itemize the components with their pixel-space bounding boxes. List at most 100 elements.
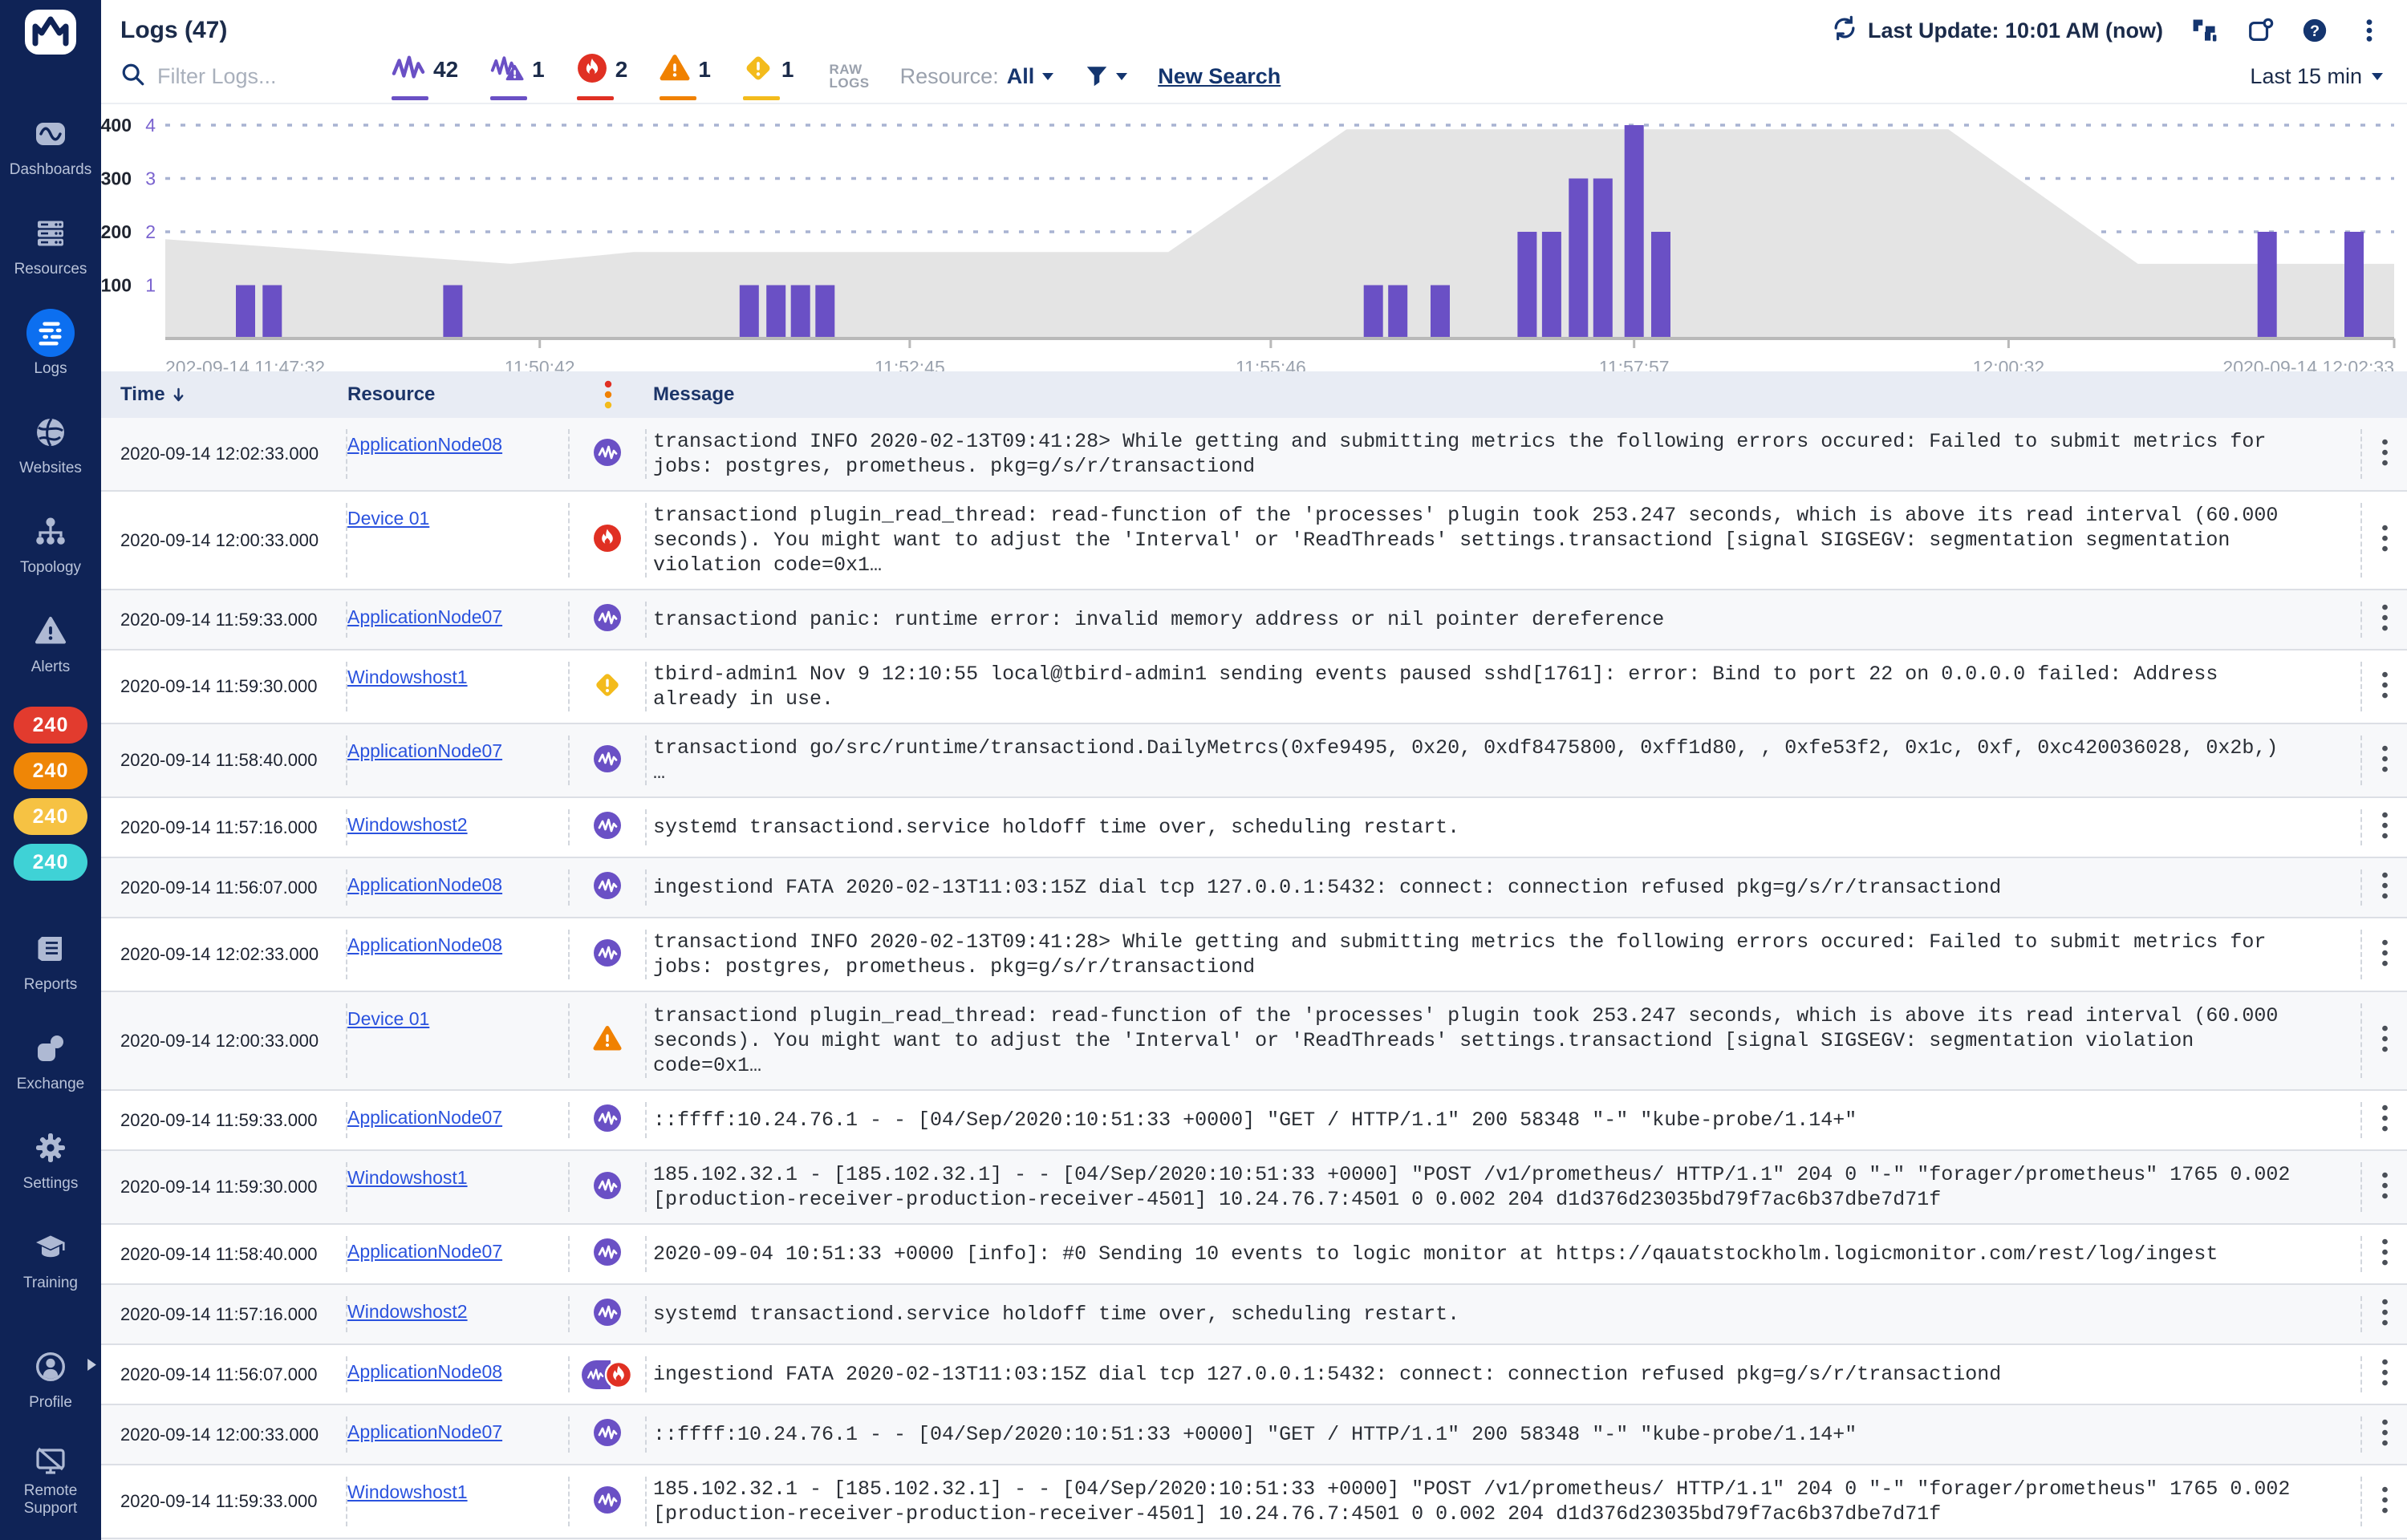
row-menu-button[interactable] bbox=[2380, 436, 2390, 472]
filter-anomaly[interactable]: 42 bbox=[392, 53, 458, 100]
log-row[interactable]: 2020-09-14 12:00:33.000 Device 01 transa… bbox=[101, 492, 2407, 590]
row-menu-button[interactable] bbox=[2380, 669, 2390, 705]
resource-link[interactable]: Windowshost1 bbox=[347, 667, 468, 687]
sidebar-item-reports[interactable]: Reports bbox=[0, 923, 101, 1000]
chevron-down-icon bbox=[1116, 72, 1128, 80]
log-row[interactable]: 2020-09-14 11:58:40.000 ApplicationNode0… bbox=[101, 1225, 2407, 1285]
resource-link[interactable]: Windowshost1 bbox=[347, 1167, 468, 1188]
resource-link[interactable]: ApplicationNode07 bbox=[347, 740, 503, 761]
help-icon[interactable]: ? bbox=[2301, 17, 2328, 44]
severity-anomaly-icon bbox=[594, 1238, 621, 1266]
alert-count-badge[interactable]: 240 bbox=[14, 844, 87, 881]
log-row[interactable]: 2020-09-14 11:59:33.000 ApplicationNode0… bbox=[101, 1091, 2407, 1151]
column-header-message[interactable]: Message bbox=[653, 383, 735, 405]
log-row[interactable]: 2020-09-14 12:02:33.000 ApplicationNode0… bbox=[101, 918, 2407, 992]
resource-link[interactable]: ApplicationNode08 bbox=[347, 934, 503, 955]
log-row[interactable]: 2020-09-14 11:59:30.000 Windowshost1 tbi… bbox=[101, 650, 2407, 724]
resource-link[interactable]: ApplicationNode07 bbox=[347, 606, 503, 627]
log-row[interactable]: 2020-09-14 11:59:30.000 Windowshost1 185… bbox=[101, 1151, 2407, 1225]
chart-canvas[interactable]: 100 1 200 2 300 3 400 4 202-09-14 11:47:32 11:50:… bbox=[101, 104, 2407, 371]
filter-funnel-dropdown[interactable] bbox=[1084, 63, 1128, 89]
row-menu-button[interactable] bbox=[2380, 1484, 2390, 1520]
log-volume-chart[interactable]: 100 1 200 2 300 3 400 4 202-09-14 11:47:32 11:50:… bbox=[101, 104, 2407, 371]
resource-link[interactable]: ApplicationNode08 bbox=[347, 1361, 503, 1382]
sidebar-item-resources[interactable]: Resources bbox=[0, 208, 101, 285]
sidebar-item-logs[interactable]: Logs bbox=[0, 307, 101, 384]
severity-filter-column-header[interactable] bbox=[570, 379, 647, 410]
row-menu-button[interactable] bbox=[2380, 522, 2390, 558]
raw-logs-toggle[interactable]: RAW LOGS bbox=[829, 62, 870, 91]
log-row[interactable]: 2020-09-14 11:56:07.000 ApplicationNode0… bbox=[101, 1345, 2407, 1405]
row-menu-button[interactable] bbox=[2380, 809, 2390, 845]
kebab-icon bbox=[2381, 1486, 2388, 1513]
filter-error[interactable]: 1 bbox=[660, 53, 711, 100]
sidebar-item-training[interactable]: Training bbox=[0, 1222, 101, 1299]
log-row[interactable]: 2020-09-14 12:02:33.000 ApplicationNode0… bbox=[101, 418, 2407, 492]
row-menu-button[interactable] bbox=[2380, 743, 2390, 779]
resource-link[interactable]: ApplicationNode07 bbox=[347, 1241, 503, 1262]
sidebar-item-websites[interactable]: Websites bbox=[0, 407, 101, 484]
severity-filter-badges: 42 1 2 1 1 bbox=[392, 53, 794, 100]
filter-warning[interactable]: 1 bbox=[742, 53, 794, 100]
log-row[interactable]: 2020-09-14 11:58:40.000 ApplicationNode0… bbox=[101, 724, 2407, 798]
refresh-icon[interactable] bbox=[1831, 14, 1858, 47]
row-menu-button[interactable] bbox=[2380, 1169, 2390, 1206]
log-row[interactable]: 2020-09-14 11:59:33.000 Windowshost1 185… bbox=[101, 1465, 2407, 1539]
more-menu-icon[interactable] bbox=[2356, 17, 2383, 44]
severity-critical-icon bbox=[594, 525, 621, 552]
export-icon[interactable] bbox=[2247, 17, 2274, 44]
row-menu-button[interactable] bbox=[2380, 1356, 2390, 1392]
column-header-time[interactable]: Time bbox=[120, 383, 347, 406]
table-header: Time Resource Message bbox=[101, 371, 2407, 418]
resource-link[interactable]: ApplicationNode08 bbox=[347, 434, 503, 455]
resource-dropdown-value: All bbox=[1006, 63, 1035, 88]
resource-dropdown[interactable]: Resource: All bbox=[900, 64, 1054, 89]
sidebar-item-dashboards[interactable]: Dashboards bbox=[0, 108, 101, 185]
filter-logs-input[interactable] bbox=[157, 63, 358, 89]
log-row[interactable]: 2020-09-14 11:59:33.000 ApplicationNode0… bbox=[101, 590, 2407, 650]
resource-link[interactable]: Device 01 bbox=[347, 508, 430, 529]
log-row[interactable]: 2020-09-14 12:00:33.000 Device 01 transa… bbox=[101, 992, 2407, 1091]
log-row[interactable]: 2020-09-14 11:57:16.000 Windowshost2 sys… bbox=[101, 1285, 2407, 1345]
sidebar-item-profile[interactable]: Profile bbox=[0, 1341, 101, 1418]
row-menu-button[interactable] bbox=[2380, 1236, 2390, 1272]
row-menu-button[interactable] bbox=[2380, 937, 2390, 973]
svg-text:11:57:57: 11:57:57 bbox=[1599, 357, 1670, 371]
row-menu-button[interactable] bbox=[2380, 1416, 2390, 1453]
filter-critical[interactable]: 2 bbox=[576, 53, 627, 100]
resource-link[interactable]: ApplicationNode07 bbox=[347, 1107, 503, 1128]
svg-text:11:52:45: 11:52:45 bbox=[875, 357, 945, 371]
row-menu-button[interactable] bbox=[2380, 602, 2390, 638]
pipeline-icon[interactable] bbox=[2190, 17, 2219, 44]
time-range-selector[interactable]: Last 15 min bbox=[2250, 64, 2383, 89]
last-update-text: Last Update: 10:01 AM (now) bbox=[1867, 18, 2163, 43]
exchange-icon bbox=[35, 1023, 67, 1074]
log-row[interactable]: 2020-09-14 12:00:33.000 ApplicationNode0… bbox=[101, 1405, 2407, 1465]
alert-count-badge[interactable]: 240 bbox=[14, 707, 87, 744]
row-menu-button[interactable] bbox=[2380, 869, 2390, 906]
log-row[interactable]: 2020-09-14 11:57:16.000 Windowshost2 sys… bbox=[101, 798, 2407, 858]
resource-link[interactable]: Windowshost2 bbox=[347, 814, 468, 835]
sidebar-item-alerts[interactable]: Alerts bbox=[0, 606, 101, 683]
log-message: transactiond go/src/runtime/transactiond… bbox=[647, 736, 2362, 785]
sidebar-item-remote-support[interactable]: Remote Support bbox=[0, 1441, 101, 1518]
new-search-link[interactable]: New Search bbox=[1158, 63, 1281, 88]
sidebar-item-exchange[interactable]: Exchange bbox=[0, 1023, 101, 1100]
resource-link[interactable]: Windowshost1 bbox=[347, 1481, 468, 1502]
sidebar-item-settings[interactable]: Settings bbox=[0, 1122, 101, 1199]
filter-anomaly-alert[interactable]: 1 bbox=[490, 53, 545, 100]
row-menu-button[interactable] bbox=[2380, 1296, 2390, 1332]
row-menu-button[interactable] bbox=[2380, 1023, 2390, 1059]
alert-count-badge[interactable]: 240 bbox=[14, 798, 87, 835]
resource-link[interactable]: Windowshost2 bbox=[347, 1301, 468, 1322]
resource-link[interactable]: Device 01 bbox=[347, 1008, 430, 1029]
log-row[interactable]: 2020-09-14 11:56:07.000 ApplicationNode0… bbox=[101, 858, 2407, 918]
row-menu-button[interactable] bbox=[2380, 1102, 2390, 1138]
alert-count-badge[interactable]: 240 bbox=[14, 752, 87, 789]
resource-link[interactable]: ApplicationNode08 bbox=[347, 874, 503, 895]
column-header-resource[interactable]: Resource bbox=[347, 383, 436, 405]
resource-link[interactable]: ApplicationNode07 bbox=[347, 1421, 503, 1442]
logicmonitor-logo[interactable] bbox=[25, 10, 76, 59]
log-time: 2020-09-14 11:56:07.000 bbox=[101, 869, 347, 906]
sidebar-item-topology[interactable]: Topology bbox=[0, 506, 101, 583]
